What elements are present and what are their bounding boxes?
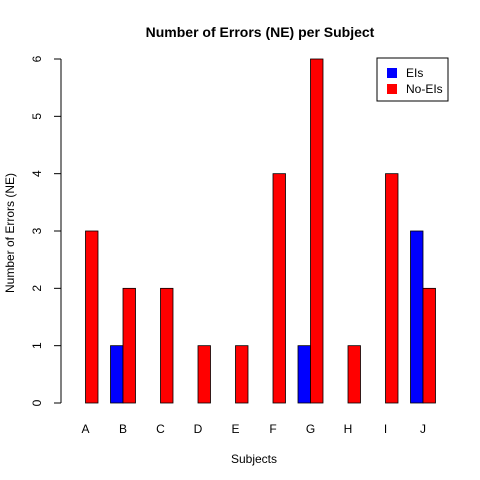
x-tick-label: J [420,422,426,436]
x-axis-label: Subjects [231,452,277,466]
bar-no-eis-e [235,345,249,404]
y-tick-label: 5 [30,113,44,120]
x-tick-label: C [156,422,165,436]
x-tick-label: G [306,422,315,436]
bar-eis-j [410,230,424,404]
y-tick-label: 3 [30,227,44,234]
legend-swatch-no-eis [387,84,397,94]
y-tick-label: 2 [30,285,44,292]
bar-no-eis-i [385,173,399,404]
bar-eis-g [297,345,311,404]
legend: EIs No-EIs [376,57,449,102]
x-tick-label: F [269,422,276,436]
x-tick-label: D [194,422,203,436]
bars-group [85,58,436,404]
legend-label-no-eis: No-EIs [406,82,443,96]
legend-label-eis: EIs [406,66,423,80]
chart-title: Number of Errors (NE) per Subject [146,24,375,40]
bar-no-eis-j [422,287,436,404]
x-tick-label: H [344,422,353,436]
legend-swatch-eis [387,68,397,78]
y-tick-label: 1 [30,342,44,349]
x-tick-label: A [81,422,89,436]
bar-no-eis-c [160,287,174,404]
bar-no-eis-d [197,345,211,404]
bar-no-eis-a [85,230,99,404]
y-tick-label: 0 [30,399,44,406]
x-tick-label: B [119,422,127,436]
y-tick-label: 6 [30,55,44,62]
x-tick-label: E [231,422,239,436]
bar-no-eis-f [272,173,286,404]
x-tick-labels: A B C D E F G H I J [81,422,426,436]
y-tick-label: 4 [30,170,44,177]
y-axis: 0 1 2 3 4 5 6 [30,55,62,406]
bar-no-eis-h [347,345,361,404]
bar-eis-b [110,345,124,404]
x-tick-label: I [384,422,387,436]
bar-no-eis-b [122,287,136,404]
y-axis-label: Number of Errors (NE) [3,173,17,293]
bar-no-eis-g [310,58,324,404]
